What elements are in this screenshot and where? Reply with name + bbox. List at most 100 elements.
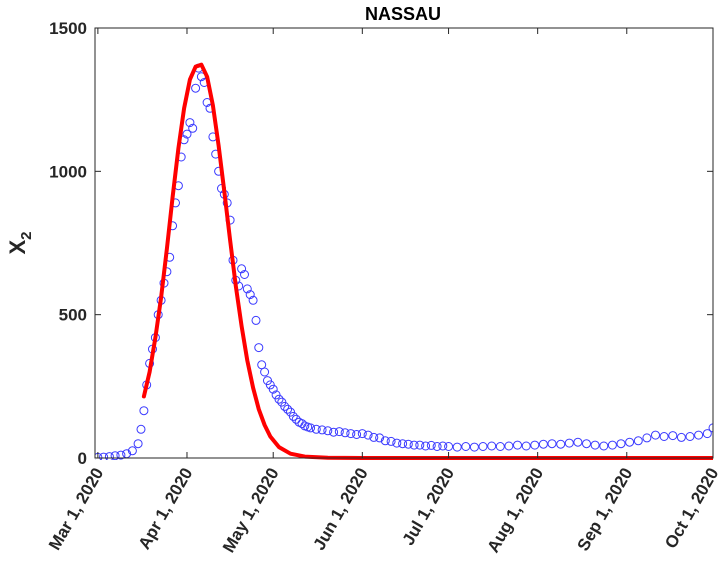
- data-point: [444, 442, 454, 451]
- data-point: [708, 423, 713, 433]
- x-axis: Mar 1, 2020 Apr 1, 2020 May 1, 2020 Jun 1, …: [45, 28, 720, 556]
- x-tick-label: May 1, 2020: [219, 465, 283, 556]
- x-tick-label: Mar 1, 2020: [45, 465, 107, 554]
- data-point: [363, 430, 373, 440]
- data-point: [334, 427, 344, 437]
- y-tick-label: 0: [78, 449, 87, 468]
- data-point: [251, 315, 261, 325]
- data-point: [352, 430, 362, 439]
- y-axis-label: X2: [5, 231, 35, 254]
- data-point: [346, 429, 356, 439]
- data-point: [237, 264, 247, 274]
- data-point: [487, 441, 497, 451]
- data-point: [274, 394, 284, 404]
- data-point: [116, 450, 126, 460]
- data-point: [188, 123, 198, 133]
- data-point: [409, 440, 419, 450]
- x-tick-label: Aug 1, 2020: [483, 465, 547, 556]
- data-point: [380, 436, 390, 446]
- data-point: [104, 452, 114, 460]
- data-point: [642, 433, 652, 443]
- data-point: [136, 424, 146, 434]
- data-point: [386, 436, 396, 446]
- data-point: [478, 442, 488, 451]
- data-point: [651, 430, 660, 440]
- data-point: [392, 438, 402, 448]
- data-point: [323, 426, 333, 436]
- data-point: [694, 430, 704, 440]
- data-point: [452, 442, 462, 452]
- y-tick-label: 1500: [49, 19, 87, 38]
- data-point: [268, 384, 278, 394]
- data-point: [676, 432, 686, 442]
- y-axis-label-main: X: [5, 240, 30, 255]
- data-point: [248, 295, 258, 305]
- data-point: [659, 432, 669, 441]
- data-point: [702, 429, 712, 439]
- data-point: [504, 441, 514, 451]
- x-tick-label: Apr 1, 2020: [135, 465, 197, 553]
- y-tick-label: 500: [59, 306, 87, 325]
- data-point: [438, 441, 448, 451]
- data-point: [311, 424, 321, 434]
- x-tick-label: Oct 1, 2020: [661, 465, 720, 552]
- data-point: [191, 83, 201, 93]
- data-point: [99, 452, 109, 460]
- data-point: [139, 406, 149, 416]
- data-point: [564, 438, 574, 448]
- data-point: [432, 442, 442, 451]
- data-point: [495, 442, 505, 451]
- data-point: [185, 118, 195, 128]
- data-point: [245, 290, 255, 300]
- y-tick-label: 1000: [49, 162, 87, 181]
- data-point: [182, 129, 192, 139]
- data-point: [240, 270, 249, 279]
- data-point: [398, 439, 408, 449]
- data-point: [340, 428, 350, 438]
- data-point: [357, 429, 367, 439]
- data-point: [607, 440, 617, 450]
- data-point: [590, 440, 600, 450]
- data-point: [530, 440, 540, 450]
- data-point: [415, 440, 425, 450]
- y-axis-label-subscript: 2: [18, 231, 35, 239]
- data-point: [375, 433, 385, 443]
- data-point: [242, 284, 252, 294]
- data-point: [625, 437, 635, 447]
- data-point: [538, 439, 548, 449]
- data-point: [616, 439, 626, 449]
- data-point: [403, 439, 413, 449]
- data-point: [254, 343, 264, 353]
- x-tick-label: Jul 1, 2020: [399, 465, 458, 549]
- data-point: [461, 442, 471, 451]
- chart-title: NASSAU: [365, 4, 441, 24]
- data-point: [421, 441, 431, 451]
- data-point: [573, 437, 583, 447]
- data-point: [283, 404, 293, 414]
- data-point: [426, 440, 436, 450]
- data-point: [280, 401, 290, 411]
- data-point: [133, 439, 143, 449]
- data-point: [599, 441, 609, 451]
- data-point: [260, 367, 270, 377]
- data-point: [288, 411, 298, 421]
- data-point: [633, 436, 643, 446]
- data-point: [668, 431, 678, 441]
- data-point: [306, 423, 316, 433]
- plot-area: [94, 27, 714, 460]
- data-point: [317, 425, 327, 435]
- data-point: [110, 451, 120, 460]
- x-tick-label: Jun 1, 2020: [309, 465, 371, 554]
- data-point: [556, 439, 566, 449]
- data-point: [329, 427, 339, 437]
- data-point: [521, 441, 531, 451]
- plot-frame: [94, 27, 714, 459]
- data-point: [513, 440, 522, 450]
- data-point: [127, 446, 137, 456]
- data-point: [369, 432, 379, 442]
- data-point: [685, 432, 695, 441]
- y-axis: 0 500 1000 1500: [49, 19, 713, 468]
- data-point: [291, 414, 301, 424]
- data-point: [582, 439, 591, 449]
